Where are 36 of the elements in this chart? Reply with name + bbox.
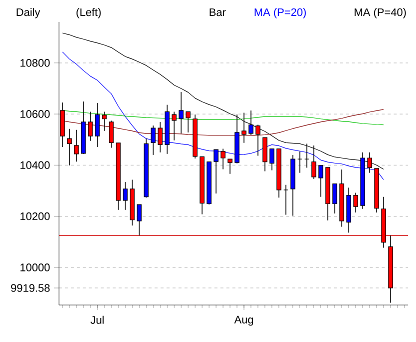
candlestick <box>297 151 302 174</box>
chart-title: Daily <box>16 8 40 18</box>
candlestick <box>158 122 163 153</box>
y-tick-label: 10200 <box>20 212 50 220</box>
candlestick <box>332 183 338 214</box>
candlestick <box>150 125 156 156</box>
y-tick-label: 10000 <box>20 264 50 272</box>
candlestick <box>242 112 246 144</box>
text: MA (P=20) <box>254 8 306 18</box>
y-tick-label: 10400 <box>20 161 50 170</box>
candlestick <box>122 182 128 210</box>
candlestick <box>269 148 274 171</box>
candlestick <box>220 148 226 170</box>
candlestick <box>108 120 114 148</box>
y-tick-label: 10600 <box>20 110 50 118</box>
candlestick <box>248 110 254 136</box>
candlestick <box>318 165 324 198</box>
candlestick <box>353 192 358 213</box>
candlestick <box>228 158 232 174</box>
candlestick <box>256 124 260 156</box>
x-tick-label: Jul <box>90 316 104 324</box>
candlestick <box>67 128 72 166</box>
candlestick <box>102 111 107 132</box>
candlestick <box>172 111 177 141</box>
text: Bar <box>210 8 226 16</box>
y-tick-label: 9919.58 <box>11 284 50 292</box>
y-tick-label: 10800 <box>20 59 50 67</box>
x-tick-label: Aug <box>234 316 254 326</box>
candlestick <box>74 129 79 162</box>
candlestick <box>136 204 142 236</box>
candlestick <box>94 102 100 148</box>
candlestick <box>178 92 184 134</box>
text: MA (P=40) <box>354 8 406 18</box>
candlestick <box>88 111 93 142</box>
candlestick <box>186 111 191 133</box>
chart-subtitle: (Left) <box>76 8 101 18</box>
